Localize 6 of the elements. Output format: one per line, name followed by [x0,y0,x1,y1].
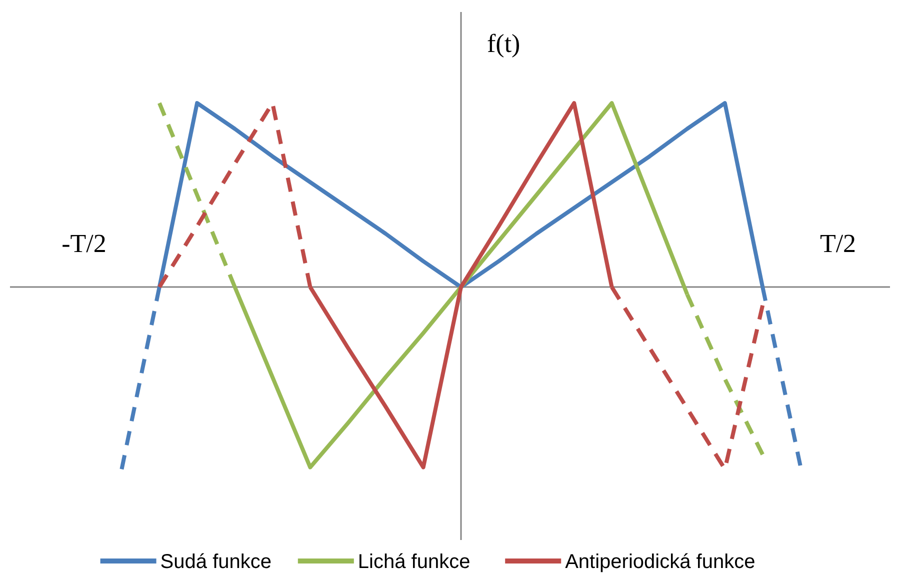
y-axis-title: f(t) [487,29,520,58]
x-tick-label: -T/2 [62,229,106,258]
x-tick-label: T/2 [820,229,856,258]
legend-label: Lichá funkce [358,551,470,573]
legend-label: Antiperiodická funkce [565,551,756,573]
legend-label: Sudá funkce [160,551,272,573]
